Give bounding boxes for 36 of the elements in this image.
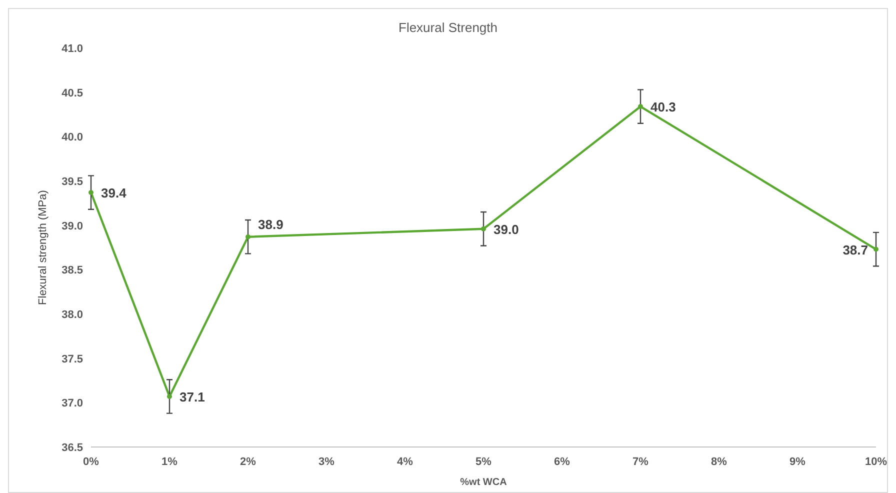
y-tick-label: 36.5 — [62, 442, 83, 454]
y-tick-label: 38.0 — [62, 309, 83, 321]
data-label: 38.7 — [842, 242, 868, 258]
y-tick-label: 39.5 — [62, 176, 83, 188]
data-label: 40.3 — [650, 100, 676, 115]
point — [246, 234, 250, 240]
chart-title: Flexural Strength — [398, 20, 498, 35]
y-tick-label: 40.5 — [62, 87, 83, 100]
point — [638, 104, 643, 110]
data-label: 38.9 — [258, 216, 284, 232]
x-tick-label: 6% — [554, 456, 570, 468]
point — [874, 246, 878, 252]
point — [167, 394, 172, 399]
y-tick-label: 41.0 — [62, 43, 83, 55]
x-tick-label: 2% — [240, 456, 256, 468]
x-tick-label: 9% — [790, 456, 806, 468]
data-label: 37.1 — [180, 389, 205, 404]
y-tick-label: 37.5 — [62, 353, 83, 366]
data-label: 39.0 — [494, 222, 519, 237]
x-axis-title: %wt WCA — [460, 477, 507, 488]
x-tick-label: 10% — [864, 456, 888, 468]
x-tick-label: 3% — [318, 456, 335, 468]
x-tick-label: 8% — [711, 456, 728, 468]
y-tick-label: 39.0 — [62, 220, 83, 232]
x-tick-label: 4% — [397, 456, 414, 468]
x-tick-label: 1% — [162, 456, 178, 468]
x-tick-label: 7% — [632, 456, 649, 468]
point — [481, 226, 486, 232]
y-axis-title: Flexural strength (MPa) — [37, 190, 49, 305]
y-tick-label: 37.0 — [62, 398, 83, 410]
point — [88, 190, 94, 196]
y-tick-label: 40.0 — [62, 132, 83, 144]
x-tick-label: 0% — [83, 456, 100, 468]
data-label: 39.4 — [101, 186, 128, 201]
y-tick-label: 38.5 — [62, 264, 83, 277]
x-tick-label: 5% — [476, 456, 492, 468]
